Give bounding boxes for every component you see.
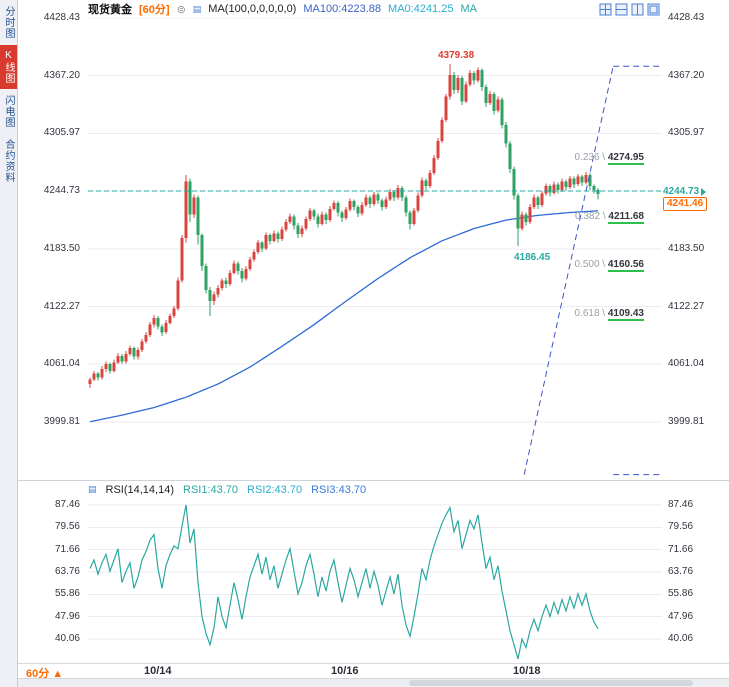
low-price-annotation: 4186.45	[514, 252, 551, 263]
rsi-params-label: RSI(14,14,14)	[105, 483, 174, 496]
rsi-axis-label: 40.06	[54, 633, 80, 644]
y-axis-label: 3999.81	[668, 416, 705, 427]
fib-drawing	[523, 65, 662, 476]
rsi-axis-label: 47.96	[54, 611, 80, 622]
x-axis-date-label: 10/14	[144, 665, 172, 677]
y-axis-label: 4122.27	[43, 301, 80, 312]
indicator-icon: ▤	[192, 3, 202, 14]
layout-hsplit-icon[interactable]	[615, 3, 628, 16]
rsi-axis-label: 40.06	[668, 633, 694, 644]
main-chart-region: 4428.43 4367.20 4305.97 4244.73 4183.50 4122.…	[18, 12, 729, 480]
rsi-axis-label: 87.46	[668, 499, 694, 510]
y-axis-label: 3999.81	[43, 416, 80, 427]
main-right-price-axis: 4244.73 4241.46 4428.434367.204305.97424…	[662, 12, 729, 480]
rsi-axis-label: 71.66	[668, 544, 694, 555]
layout-toolbar	[599, 3, 660, 16]
period-tag[interactable]: [60分]	[139, 4, 170, 16]
x-axis-date-label: 10/16	[331, 665, 359, 677]
price-flag-icon	[701, 187, 707, 196]
y-axis-label: 4061.04	[43, 358, 80, 369]
topbar: 现货黄金 [60分] ⊜ ▤ MA(100,0,0,0,0,0) MA100:4…	[18, 0, 729, 18]
rsi-axis-label: 47.96	[668, 611, 694, 622]
fib-level-label: 0.500 \ 4160.56	[574, 259, 644, 272]
ma100-value-label: MA100:4223.88	[303, 3, 382, 15]
rsi-chart-region: 87.46 79.56 71.66 63.76 55.86 47.96 40.06 87.4…	[18, 498, 729, 663]
rsi3-value-label: RSI3:43.70	[311, 483, 367, 496]
rsi-header: ▤ RSI(14,14,14) RSI1:43.70 RSI2:43.70 RS…	[88, 482, 366, 497]
ma-extra-label: MA	[460, 3, 477, 15]
scrollbar-thumb[interactable]	[409, 680, 694, 686]
symbol-name: 现货黄金	[88, 4, 132, 16]
sidebar: 分时图 K线图 闪电图 合约资料	[0, 0, 18, 687]
y-axis-label: 4305.97	[668, 127, 705, 138]
rsi-axis-label: 63.76	[668, 566, 694, 577]
sidebar-tab-flash-chart[interactable]: 闪电图	[3, 95, 14, 128]
indicator-icon: ▤	[88, 484, 97, 494]
high-price-annotation: 4379.38	[438, 50, 475, 61]
y-axis-label: 4061.04	[668, 358, 705, 369]
horizontal-scrollbar[interactable]	[18, 678, 729, 687]
rsi-axis-label: 55.86	[54, 588, 80, 599]
y-axis-label: 4428.43	[668, 12, 705, 23]
y-axis-label: 4367.20	[43, 70, 80, 81]
ma100-line	[89, 210, 599, 423]
panel-separator[interactable]	[18, 480, 729, 481]
rsi1-value-label: RSI1:43.70	[183, 483, 239, 496]
x-axis-row: 60分 ▲ 10/14 10/16 10/18	[18, 663, 729, 680]
layout-single-icon[interactable]	[647, 3, 660, 16]
y-axis-label: 4183.50	[668, 243, 705, 254]
rsi2-value-label: RSI2:43.70	[247, 483, 303, 496]
y-axis-label: 4183.50	[43, 243, 80, 254]
y-axis-label: 4305.97	[43, 127, 80, 138]
rsi-chart[interactable]	[88, 498, 662, 663]
settings-icon[interactable]: ⊜	[176, 3, 186, 16]
ma-params-label: MA(100,0,0,0,0,0)	[208, 3, 297, 15]
rsi-right-axis: 87.46 79.56 71.66 63.76 55.86 47.96 40.06	[662, 498, 729, 663]
layout-grid-icon[interactable]	[599, 3, 612, 16]
rsi-axis-label: 63.76	[54, 566, 80, 577]
sidebar-tab-contract-info[interactable]: 合约资料	[3, 139, 14, 183]
rsi-left-axis: 87.46 79.56 71.66 63.76 55.86 47.96 40.06	[18, 498, 88, 663]
rsi-line	[89, 504, 599, 660]
y-axis-label: 4428.43	[43, 12, 80, 23]
layout-vsplit-icon[interactable]	[631, 3, 644, 16]
last-price-badge: 4241.46	[663, 197, 708, 211]
rsi-axis-label: 87.46	[54, 499, 80, 510]
fib-level-label: 0.236 \ 4274.95	[574, 152, 644, 165]
rsi-axis-label: 79.56	[668, 521, 694, 532]
fib-level-label: 0.618 \ 4109.43	[574, 308, 644, 321]
sidebar-tab-kline-chart[interactable]: K线图	[0, 45, 17, 89]
candlestick-chart[interactable]: 0.236 \ 4274.95 0.382 \ 4211.68 0.500 \ 41…	[88, 18, 662, 480]
x-axis-date-label: 10/18	[513, 665, 541, 677]
y-axis-label: 4122.27	[668, 301, 705, 312]
y-axis-label: 4244.73	[43, 185, 80, 196]
candlestick-series	[88, 64, 600, 388]
period-selector-button[interactable]: 60分 ▲	[26, 668, 64, 680]
rsi-axis-label: 55.86	[668, 588, 694, 599]
ma0-value-label: MA0:4241.25	[388, 3, 454, 15]
sidebar-tab-time-chart[interactable]: 分时图	[3, 6, 14, 39]
reference-price-tag: 4244.73	[663, 186, 707, 197]
rsi-axis-label: 71.66	[54, 544, 80, 555]
fib-level-label: 0.382 \ 4211.68	[575, 211, 644, 224]
y-axis-label: 4367.20	[668, 70, 705, 81]
rsi-axis-label: 79.56	[54, 521, 80, 532]
main-left-price-axis: 4428.43 4367.20 4305.97 4244.73 4183.50 4122.…	[18, 12, 88, 480]
